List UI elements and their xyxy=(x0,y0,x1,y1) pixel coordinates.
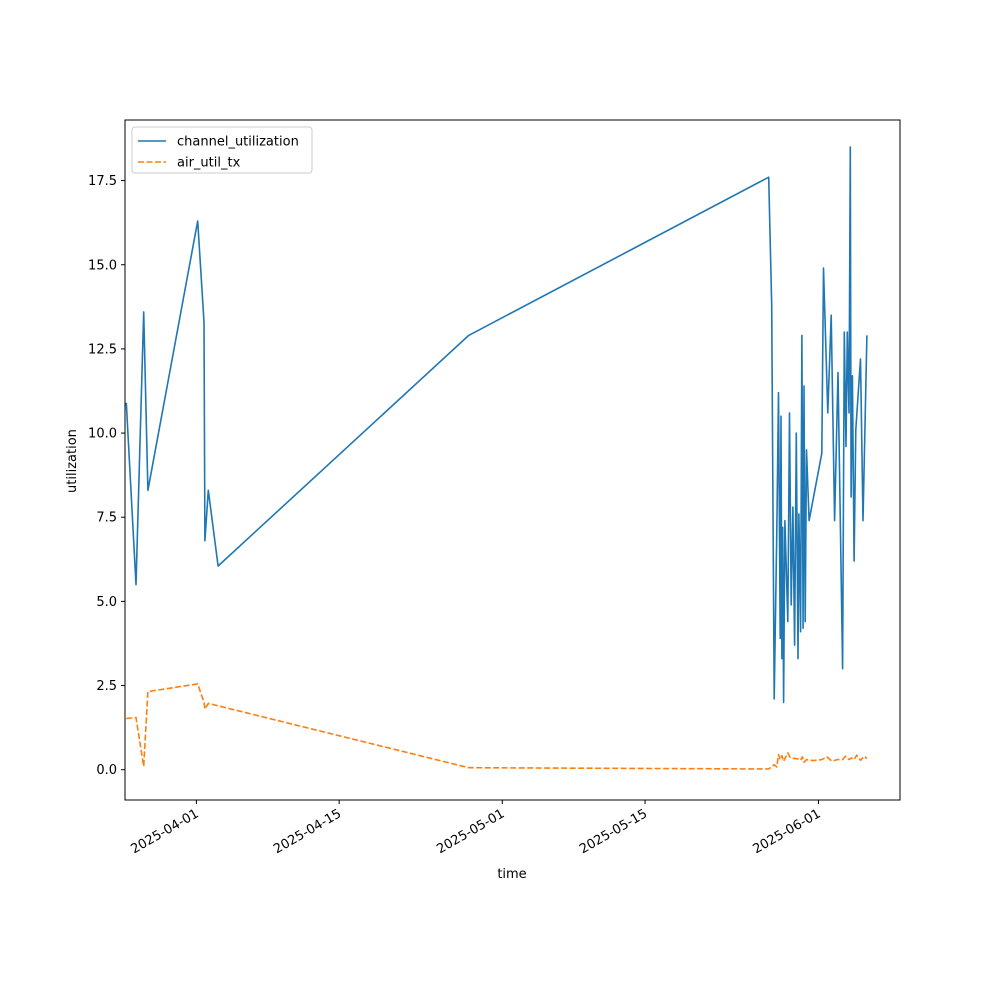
plot-frame xyxy=(124,119,901,801)
y-tick-label: 10.0 xyxy=(88,427,117,442)
y-tick-label: 0.0 xyxy=(96,763,117,778)
legend-label-channel_utilization: channel_utilization xyxy=(177,135,299,150)
y-tick-label: 15.0 xyxy=(88,258,117,273)
y-tick-label: 2.5 xyxy=(96,679,117,694)
legend-label-air_util_tx: air_util_tx xyxy=(177,156,241,171)
y-tick-label: 12.5 xyxy=(88,342,117,357)
y-tick-label: 7.5 xyxy=(96,511,117,526)
series-line-air_util_tx xyxy=(126,683,868,770)
series-line-channel_utilization xyxy=(125,146,868,704)
legend-box xyxy=(131,126,313,174)
x-axis-label: time xyxy=(497,867,526,882)
legend: channel_utilization air_util_tx xyxy=(131,126,313,174)
y-tick-label: 5.0 xyxy=(96,595,117,610)
plot-area xyxy=(125,146,868,770)
y-axis-label: utilization xyxy=(65,429,80,493)
y-tick-label: 17.5 xyxy=(88,174,117,189)
